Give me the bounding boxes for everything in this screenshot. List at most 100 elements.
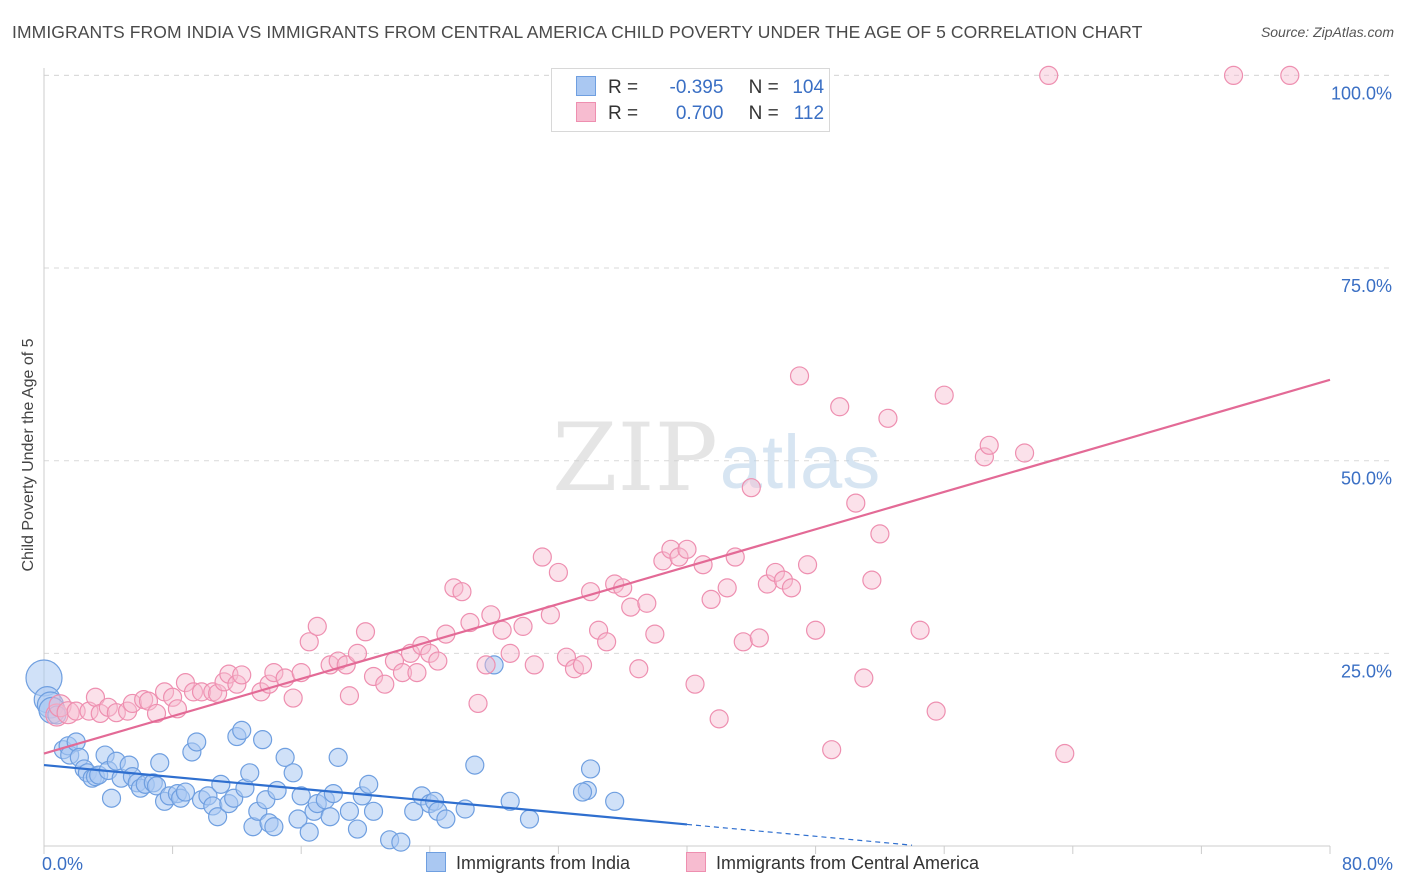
central-america-point <box>854 668 874 688</box>
central-america-point <box>781 578 802 598</box>
y-tick-label: 50.0% <box>1341 469 1392 489</box>
ca-swatch <box>576 102 596 122</box>
central-america-point <box>452 582 472 602</box>
india-point <box>187 732 207 752</box>
central-america-point <box>428 651 448 671</box>
central-america-point <box>355 622 376 642</box>
india-point <box>605 791 625 811</box>
central-america-point <box>183 682 204 702</box>
central-america-point <box>797 555 818 575</box>
central-america-point <box>685 674 705 694</box>
central-america-point <box>830 397 850 417</box>
bottom-india-swatch <box>426 852 446 872</box>
ca-r-value: 0.700 <box>675 103 724 124</box>
india-point <box>320 807 340 827</box>
trend-lines <box>43 378 1331 846</box>
central-america-point <box>407 663 427 683</box>
india-r-value: -0.395 <box>669 77 724 98</box>
india-point <box>253 730 273 750</box>
india-point <box>211 774 231 794</box>
central-america-point <box>122 693 143 714</box>
central-america-point <box>629 659 649 679</box>
central-america-point <box>420 643 440 663</box>
india-point <box>299 822 319 842</box>
india-point <box>347 819 368 839</box>
central-america-point <box>669 547 689 567</box>
india-point <box>465 755 485 775</box>
central-america-point <box>805 620 826 640</box>
india-point <box>580 759 601 779</box>
india-point <box>240 763 260 783</box>
india-point <box>436 809 456 829</box>
india-r-label: R = <box>608 77 639 98</box>
central-america-point <box>283 688 303 708</box>
india-point <box>291 786 311 806</box>
india-point <box>572 782 593 802</box>
central-america-point <box>227 674 247 694</box>
central-america-trend-line <box>43 378 1331 755</box>
grid <box>44 74 1392 654</box>
central-america-point <box>637 593 657 613</box>
central-america-point <box>621 597 641 617</box>
india-point <box>519 809 540 829</box>
central-america-point <box>363 666 384 687</box>
india-point <box>101 788 122 808</box>
central-america-point <box>597 632 617 652</box>
legend-row-ca: R = 0.700 N = 112 <box>576 102 824 124</box>
bottom-india-label: Immigrants from India <box>456 853 631 873</box>
central-america-point <box>1223 65 1244 86</box>
central-america-point <box>476 655 496 675</box>
india-point <box>264 817 284 837</box>
watermark-zip: ZIP <box>552 404 718 513</box>
india-point <box>339 801 360 821</box>
watermark-atlas: atlas <box>720 420 881 505</box>
central-america-point <box>661 539 681 559</box>
india-n-label: N = <box>748 77 779 98</box>
central-america-point <box>709 709 729 729</box>
tick-labels: 25.0% 50.0% 75.0% 100.0% 0.0% 80.0% <box>42 83 1393 874</box>
ca-n-value: 112 <box>793 103 825 124</box>
correlation-legend: R = -0.395 N = 104 R = 0.700 N = 112 <box>551 68 830 132</box>
india-n-value: 104 <box>792 77 825 98</box>
legend-row-india: R = -0.395 N = 104 <box>576 76 824 98</box>
india-point <box>404 801 424 821</box>
central-america-point <box>878 408 898 428</box>
central-america-point <box>468 693 488 714</box>
central-america-point <box>862 570 882 590</box>
central-america-point <box>232 665 252 685</box>
central-america-point <box>645 624 665 644</box>
india-point <box>208 807 228 827</box>
central-america-point <box>264 663 284 683</box>
central-america-point <box>934 385 954 405</box>
india-trend-extension <box>686 823 913 846</box>
india-point <box>283 763 303 783</box>
india-point <box>175 782 196 802</box>
y-tick-label: 25.0% <box>1341 661 1392 681</box>
central-america-point <box>163 687 183 707</box>
central-america-point <box>492 620 512 640</box>
india-points <box>25 655 625 852</box>
india-point <box>288 809 308 829</box>
central-america-point <box>513 616 533 636</box>
y-tick-label: 75.0% <box>1341 276 1392 296</box>
india-point <box>500 791 520 811</box>
central-america-point <box>500 643 520 663</box>
bottom-legend-ca: Immigrants from Central America <box>686 852 979 874</box>
central-america-point <box>1280 65 1300 86</box>
y-tick-label: 100.0% <box>1331 83 1392 103</box>
central-america-point <box>460 612 480 633</box>
india-point <box>484 655 504 675</box>
india-trend-line <box>43 763 688 826</box>
india-point <box>391 832 411 852</box>
ca-n-label: N = <box>748 103 779 124</box>
bottom-legend-india: Immigrants from India <box>426 852 630 874</box>
central-america-point <box>532 547 552 567</box>
bottom-ca-swatch <box>686 852 706 872</box>
central-america-point <box>339 686 360 706</box>
central-america-point <box>1055 743 1075 764</box>
chart-title: IMMIGRANTS FROM INDIA VS IMMIGRANTS FROM… <box>12 22 1143 42</box>
india-point <box>267 780 287 801</box>
central-america-point <box>749 628 769 648</box>
central-america-point <box>524 655 544 675</box>
